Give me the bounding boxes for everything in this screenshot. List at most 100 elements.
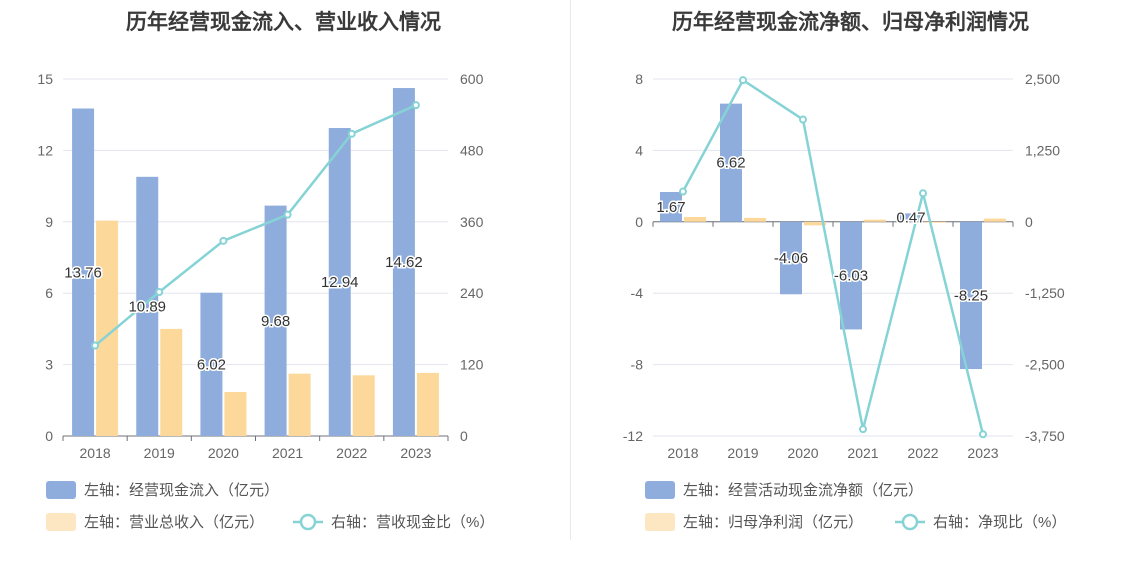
- line-point: [979, 430, 987, 439]
- legend-label[interactable]: 左轴：归母净利润（亿元）: [683, 514, 863, 531]
- chart-title: 历年经营现金流入、营业收入情况: [126, 11, 441, 34]
- y-right-tick-label: -2,500: [1025, 357, 1065, 373]
- data-label: 6.02: [197, 356, 226, 373]
- y-right-tick-label: 240: [460, 285, 484, 301]
- legend-marker[interactable]: [299, 513, 317, 531]
- legend-swatch[interactable]: [645, 481, 675, 499]
- legend-swatch[interactable]: [46, 481, 76, 499]
- bar: [160, 328, 183, 436]
- y-right-tick-label: 2,500: [1025, 71, 1060, 87]
- y-left-tick-label: 3: [45, 357, 53, 373]
- x-tick-label: 2023: [967, 445, 998, 461]
- y-left-tick-label: 0: [635, 214, 643, 230]
- bar: [72, 108, 95, 437]
- data-label: -8.25: [954, 287, 988, 304]
- panel-divider: [570, 0, 571, 540]
- bar: [136, 176, 159, 436]
- legend-label[interactable]: 右轴：营收现金比（%）: [331, 514, 494, 531]
- line-point: [347, 129, 356, 138]
- bar: [864, 219, 886, 222]
- chart-title: 历年经营现金流净额、归母净利润情况: [672, 11, 1029, 34]
- data-label: 10.89: [128, 298, 166, 315]
- bar: [744, 217, 766, 222]
- x-tick-label: 2019: [727, 445, 758, 461]
- x-tick-label: 2018: [80, 445, 111, 461]
- data-label: 14.62: [385, 254, 423, 271]
- bar: [352, 375, 375, 436]
- bar: [804, 221, 826, 226]
- y-left-tick-label: 9: [45, 214, 53, 230]
- data-label: 6.62: [716, 155, 745, 172]
- legend-label[interactable]: 右轴：净现比（%）: [933, 514, 1066, 531]
- x-tick-label: 2021: [847, 445, 878, 461]
- line-point: [799, 115, 807, 124]
- bar: [780, 221, 802, 295]
- y-left-tick-label: 12: [37, 142, 53, 158]
- bar: [984, 218, 1006, 222]
- bar: [684, 216, 706, 222]
- data-label: 12.94: [321, 274, 359, 291]
- y-right-tick-label: 1,250: [1025, 142, 1060, 158]
- line-point: [91, 341, 100, 350]
- line-point: [411, 101, 420, 110]
- data-label: -4.06: [774, 250, 808, 267]
- bar: [96, 220, 119, 436]
- x-tick-label: 2020: [208, 445, 239, 461]
- bar: [960, 221, 982, 370]
- bar: [264, 205, 287, 436]
- line-point: [283, 210, 292, 219]
- legend-label[interactable]: 左轴：经营活动现金流净额（亿元）: [683, 482, 923, 499]
- x-tick-label: 2018: [667, 445, 698, 461]
- line-point: [155, 288, 164, 297]
- x-tick-label: 2022: [907, 445, 938, 461]
- bar: [900, 213, 922, 222]
- line-point: [219, 236, 228, 245]
- legend-marker[interactable]: [901, 513, 919, 531]
- bar: [328, 128, 351, 436]
- bar: [660, 191, 682, 222]
- x-tick-label: 2022: [336, 445, 367, 461]
- bar: [924, 221, 946, 223]
- y-right-tick-label: 120: [460, 357, 484, 373]
- y-right-tick-label: 480: [460, 142, 484, 158]
- line-point: [919, 189, 927, 198]
- bar: [720, 103, 742, 222]
- y-right-tick-label: 600: [460, 71, 484, 87]
- x-tick-label: 2023: [400, 445, 431, 461]
- y-right-tick-label: 0: [460, 428, 468, 444]
- data-label: -6.03: [834, 268, 868, 285]
- line-point: [739, 76, 747, 85]
- legend-label[interactable]: 左轴：经营现金流入（亿元）: [84, 482, 279, 499]
- chart-right-svg: 8 2,500 4 1,250 0 0 -4 -1,250 -8 -2,500 -12 -3,750 2…: [623, 71, 1066, 531]
- bar: [840, 221, 862, 330]
- legend-swatch[interactable]: [46, 513, 76, 531]
- bar: [200, 292, 223, 436]
- x-tick-label: 2020: [787, 445, 818, 461]
- line-point: [859, 425, 867, 434]
- y-right-tick-label: 360: [460, 214, 484, 230]
- bar: [392, 88, 415, 436]
- series-line: [681, 78, 985, 435]
- chart-left-svg: 15 600 12 480 9 360 6 240 3 120 0 0 2018 2019 2020 2021…: [37, 71, 494, 531]
- y-left-tick-label: 15: [37, 71, 53, 87]
- data-label: 1.67: [656, 199, 685, 216]
- y-left-tick-label: 0: [45, 428, 53, 444]
- bar: [288, 373, 311, 436]
- series-line: [94, 104, 417, 347]
- legend-swatch[interactable]: [645, 513, 675, 531]
- y-right-tick-label: -1,250: [1025, 285, 1065, 301]
- line-point: [679, 187, 687, 196]
- y-right-tick-label: -3,750: [1025, 428, 1065, 444]
- data-label: 13.76: [64, 264, 102, 281]
- data-label: 0.47: [896, 210, 925, 227]
- y-right-tick-label: 0: [1025, 214, 1033, 230]
- bar: [224, 391, 247, 436]
- legend-label[interactable]: 左轴：营业总收入（亿元）: [84, 514, 264, 531]
- chart-panel-left: 历年经营现金流入、营业收入情况 15 600 12 480 9 360 6 240 3 120 0 0…: [37, 11, 494, 531]
- y-left-tick-label: 8: [635, 71, 643, 87]
- y-left-tick-label: -12: [623, 428, 643, 444]
- y-left-tick-label: 4: [635, 142, 643, 158]
- y-left-tick-label: -8: [631, 357, 644, 373]
- x-tick-label: 2021: [272, 445, 303, 461]
- y-left-tick-label: 6: [45, 285, 53, 301]
